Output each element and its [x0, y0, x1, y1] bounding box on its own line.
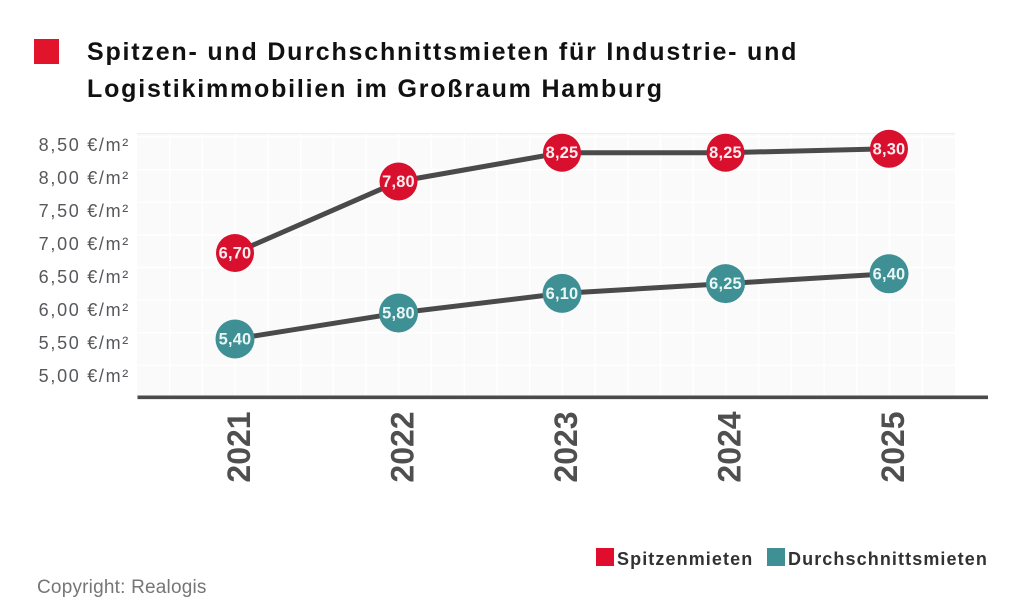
svg-text:8,30: 8,30: [873, 140, 906, 158]
svg-text:2022: 2022: [385, 411, 421, 482]
svg-text:2021: 2021: [221, 411, 257, 482]
svg-text:8,25: 8,25: [709, 144, 742, 162]
svg-text:6,25: 6,25: [709, 275, 742, 293]
svg-text:2025: 2025: [875, 411, 911, 482]
svg-text:6,40: 6,40: [873, 265, 906, 283]
svg-text:5,80: 5,80: [382, 305, 415, 323]
svg-text:7,80: 7,80: [382, 173, 415, 191]
svg-text:6,10: 6,10: [546, 285, 579, 303]
svg-text:5,40: 5,40: [219, 331, 252, 349]
svg-text:8,25: 8,25: [546, 144, 579, 162]
svg-text:6,70: 6,70: [219, 245, 252, 263]
svg-text:2023: 2023: [548, 411, 584, 482]
svg-text:2024: 2024: [712, 411, 748, 482]
